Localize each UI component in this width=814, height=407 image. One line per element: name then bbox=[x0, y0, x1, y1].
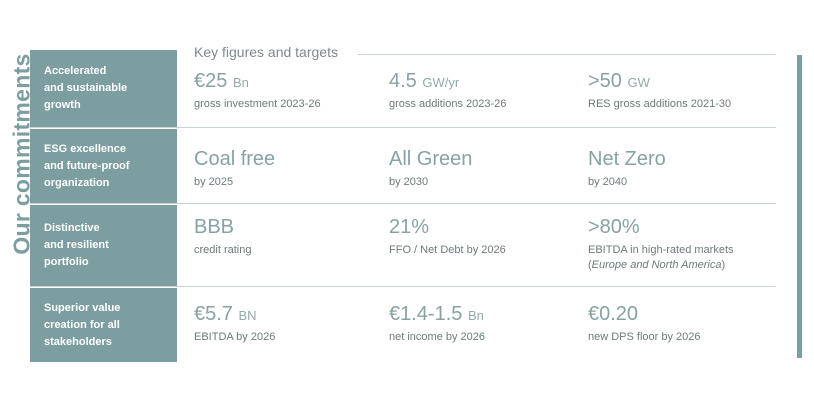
figure-description: RES gross additions 2021-30 bbox=[588, 98, 732, 110]
key-figure: >50 GW RES gross additions 2021-30 bbox=[588, 70, 731, 112]
figure-description: gross additions 2023-26 bbox=[389, 98, 507, 110]
figure-description: gross investment 2023-26 bbox=[194, 98, 321, 110]
figure-description-note: (Europe and North America) bbox=[588, 259, 726, 271]
figure-description: by 2025 bbox=[194, 176, 234, 188]
figure-description: new DPS floor by 2026 bbox=[588, 331, 701, 343]
figure-value: Net Zero bbox=[588, 148, 666, 170]
figure-value: 4.5 bbox=[389, 70, 417, 92]
figure-description: net income by 2026 bbox=[389, 331, 486, 343]
figure-description: EBITDA by 2026 bbox=[194, 331, 276, 343]
key-figure: Coal free by 2025 bbox=[194, 148, 275, 190]
row-label: Superior value creation for all stakehol… bbox=[44, 301, 121, 348]
figure-unit: GW/yr bbox=[422, 75, 460, 90]
row-label: ESG excellence and future-proof organiza… bbox=[44, 142, 130, 189]
commitment-row-growth: Accelerated and sustainable growth €25 B… bbox=[30, 50, 776, 128]
figure-unit: Bn bbox=[467, 308, 484, 323]
figure-unit: BN bbox=[238, 308, 257, 323]
commitment-row-value: Superior value creation for all stakehol… bbox=[30, 287, 776, 362]
row-label: Distinctive and resilient portfolio bbox=[44, 222, 109, 268]
figure-value: All Green bbox=[389, 148, 473, 170]
commitment-row-esg: ESG excellence and future-proof organiza… bbox=[30, 128, 776, 204]
key-figures-divider bbox=[358, 54, 776, 55]
figure-description: FFO / Net Debt by 2026 bbox=[389, 244, 506, 256]
key-figures-title: Key figures and targets bbox=[194, 44, 348, 60]
row-label-cell: Distinctive and resilient portfolio bbox=[30, 204, 177, 286]
figure-unit: GW bbox=[627, 75, 650, 90]
row-label-cell: ESG excellence and future-proof organiza… bbox=[30, 128, 177, 203]
figure-value: 21% bbox=[389, 216, 430, 238]
key-figure: €0.20 new DPS floor by 2026 bbox=[588, 303, 701, 345]
figure-description: credit rating bbox=[194, 244, 252, 256]
key-figure: >80% EBITDA in high-rated markets (Europ… bbox=[588, 216, 734, 273]
key-figure: €5.7 BN EBITDA by 2026 bbox=[194, 303, 275, 345]
key-figure: 21% FFO / Net Debt by 2026 bbox=[389, 216, 506, 258]
key-figure: Net Zero by 2040 bbox=[588, 148, 666, 190]
figure-value: €0.20 bbox=[588, 303, 639, 325]
key-figure: BBB credit rating bbox=[194, 216, 251, 258]
row-label-cell: Superior value creation for all stakehol… bbox=[30, 287, 177, 362]
figure-value: >50 bbox=[588, 70, 622, 92]
figure-value: €25 bbox=[194, 70, 228, 92]
row-label-cell: Accelerated and sustainable growth bbox=[30, 50, 177, 127]
key-figure: 4.5 GW/yr gross additions 2023-26 bbox=[389, 70, 506, 112]
figure-description: EBITDA in high-rated markets bbox=[588, 244, 734, 256]
commitment-row-portfolio: Distinctive and resilient portfolio BBB … bbox=[30, 204, 776, 287]
figure-description: by 2040 bbox=[588, 176, 628, 188]
figure-value: €1.4-1.5 bbox=[389, 303, 463, 325]
key-figure: All Green by 2030 bbox=[389, 148, 472, 190]
figure-value: €5.7 bbox=[194, 303, 233, 325]
figure-description: by 2030 bbox=[389, 176, 429, 188]
commitments-table: Accelerated and sustainable growth €25 B… bbox=[30, 50, 776, 362]
figure-value: BBB bbox=[194, 216, 235, 238]
figure-value: >80% bbox=[588, 216, 640, 238]
key-figure: €1.4-1.5 Bn net income by 2026 bbox=[389, 303, 485, 345]
row-label: Accelerated and sustainable growth bbox=[44, 65, 128, 111]
key-figure: €25 Bn gross investment 2023-26 bbox=[194, 70, 321, 112]
accent-bar bbox=[797, 55, 802, 358]
figure-value: Coal free bbox=[194, 148, 276, 170]
figure-unit: Bn bbox=[232, 75, 249, 90]
